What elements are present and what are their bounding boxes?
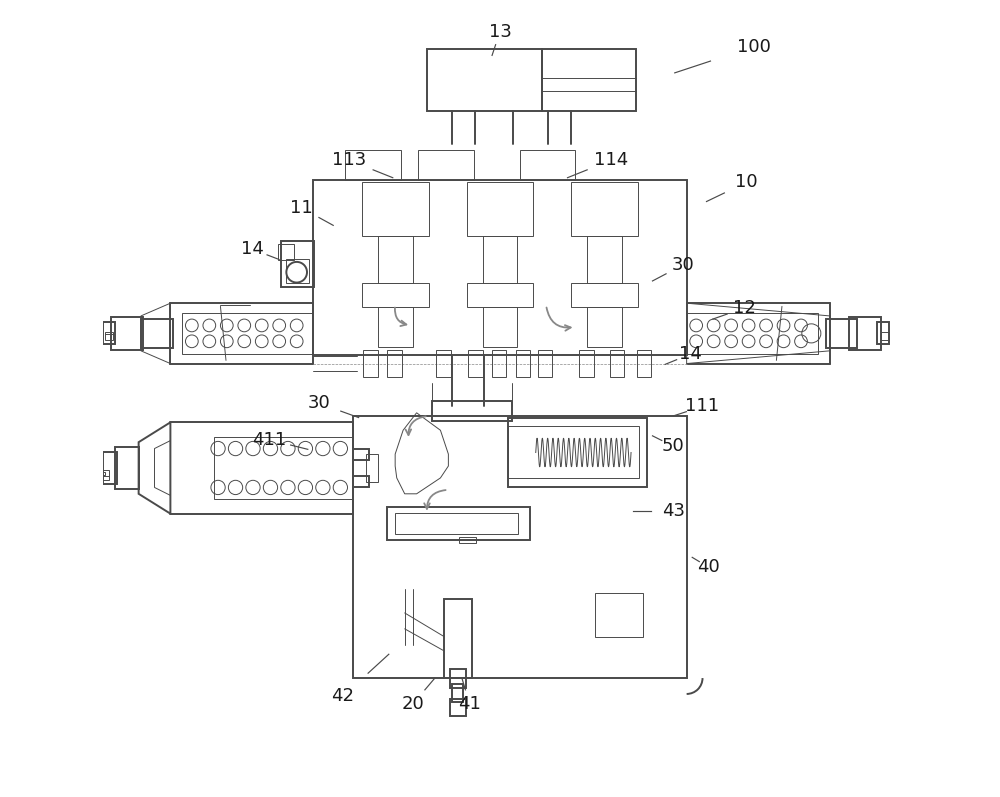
Text: 50: 50 <box>662 437 685 455</box>
Bar <box>444 599 472 678</box>
Bar <box>427 49 542 111</box>
Bar <box>101 470 109 480</box>
Bar <box>353 476 369 488</box>
Text: 40: 40 <box>697 558 719 576</box>
Bar <box>483 307 517 347</box>
Text: 113: 113 <box>332 151 366 169</box>
Bar <box>520 150 575 180</box>
Bar <box>363 350 378 377</box>
Bar <box>467 182 533 236</box>
Bar <box>141 319 173 347</box>
Text: 12: 12 <box>733 299 756 317</box>
Bar <box>687 312 818 354</box>
Text: 42: 42 <box>331 687 354 705</box>
Bar <box>587 307 622 347</box>
Bar <box>542 49 636 111</box>
Text: 14: 14 <box>679 345 702 363</box>
Text: 13: 13 <box>489 22 511 41</box>
Bar <box>610 350 624 377</box>
Bar <box>826 319 857 347</box>
Text: 30: 30 <box>308 395 330 412</box>
Text: 43: 43 <box>662 502 685 520</box>
Bar <box>214 438 353 499</box>
Bar <box>450 699 466 717</box>
Bar <box>538 350 552 377</box>
Bar <box>587 236 622 284</box>
Bar <box>378 236 413 284</box>
Bar <box>182 312 313 354</box>
Bar <box>99 472 105 475</box>
Bar <box>103 452 117 485</box>
Bar <box>345 150 401 180</box>
Text: 100: 100 <box>737 37 771 56</box>
Bar <box>353 416 687 678</box>
Bar <box>387 507 530 540</box>
Text: 114: 114 <box>594 151 628 169</box>
Bar <box>459 536 476 543</box>
Bar <box>105 332 113 340</box>
Bar <box>579 350 594 377</box>
Bar <box>115 447 139 489</box>
Bar <box>366 454 378 482</box>
Bar <box>450 669 466 689</box>
Bar <box>281 241 314 287</box>
Bar <box>571 284 638 307</box>
Bar <box>286 259 309 283</box>
Bar <box>353 449 369 461</box>
Bar <box>492 350 506 377</box>
Text: 10: 10 <box>735 174 758 191</box>
Text: 14: 14 <box>241 240 264 258</box>
Bar <box>571 182 638 236</box>
Bar <box>395 512 518 533</box>
Bar <box>468 350 483 377</box>
Text: 41: 41 <box>458 695 481 713</box>
Bar <box>467 284 533 307</box>
Bar <box>436 350 451 377</box>
Bar <box>849 316 881 350</box>
Bar <box>516 350 530 377</box>
Bar <box>881 332 889 340</box>
Bar <box>877 322 889 344</box>
Text: 30: 30 <box>671 256 694 274</box>
Text: 11: 11 <box>290 199 313 217</box>
Bar <box>483 236 517 284</box>
Text: 111: 111 <box>685 398 720 415</box>
Bar <box>378 307 413 347</box>
Bar <box>387 350 402 377</box>
Bar <box>432 401 512 421</box>
Bar <box>278 244 294 260</box>
Bar <box>595 593 643 637</box>
Text: 20: 20 <box>401 695 424 713</box>
Bar <box>637 350 651 377</box>
Bar <box>508 418 647 488</box>
Bar <box>508 426 639 478</box>
Bar <box>362 182 429 236</box>
Bar <box>418 150 474 180</box>
Bar <box>362 284 429 307</box>
Bar <box>313 180 687 355</box>
Bar <box>103 322 115 344</box>
Bar <box>111 316 143 350</box>
Bar <box>452 685 463 702</box>
Text: 411: 411 <box>253 431 287 449</box>
